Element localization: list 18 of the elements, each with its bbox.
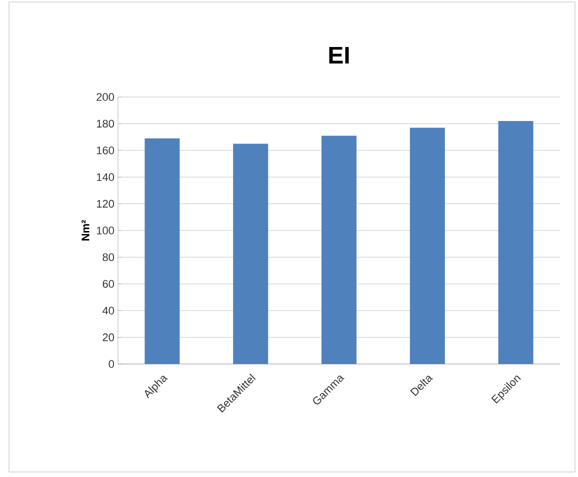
bar: [322, 136, 356, 364]
y-tick-label: 140: [96, 173, 114, 181]
y-tick-label: 100: [96, 226, 114, 234]
y-tick-label: 120: [96, 200, 114, 208]
y-tick-label: 200: [96, 93, 114, 101]
y-tick-label: 20: [102, 333, 114, 342]
bar: [233, 144, 268, 364]
y-tick-label: 80: [102, 253, 114, 262]
y-tick-label: 40: [102, 306, 114, 314]
y-tick-label: 180: [96, 120, 114, 128]
bar: [410, 128, 445, 364]
y-tick-label: 160: [96, 146, 114, 154]
bar: [144, 138, 180, 364]
y-tick-label: 60: [102, 280, 114, 288]
y-axis-title: Nm²: [82, 220, 90, 240]
bar: [498, 121, 534, 364]
y-tick-label: 0: [108, 360, 114, 368]
chart-title: EI: [329, 46, 349, 64]
